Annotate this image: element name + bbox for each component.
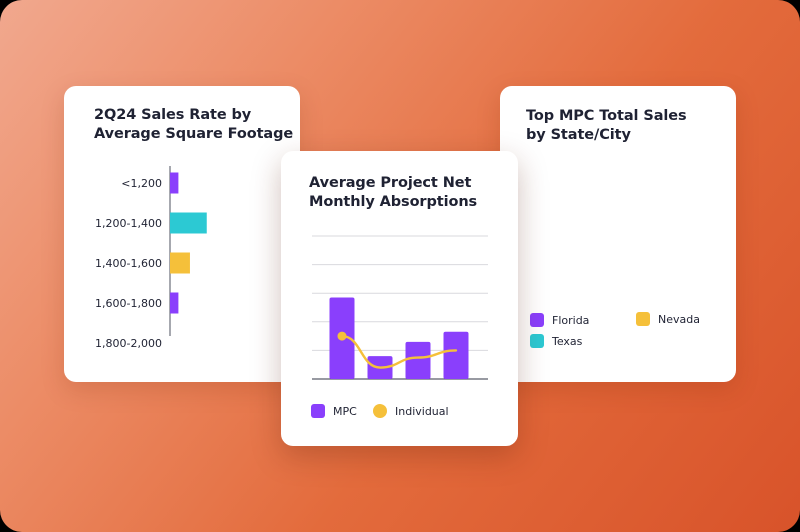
- absorption-title-line1: Average Project Net: [309, 175, 472, 191]
- legend-label-mpc: MPC: [333, 404, 357, 418]
- sales-rate-card: 2Q24 Sales Rate by Average Square Footag…: [64, 86, 300, 382]
- state-sales-card: Top MPC Total Sales by State/City Florid…: [500, 86, 736, 382]
- legend-item-florida: Florida: [530, 313, 589, 327]
- absorption-individual-line: [340, 334, 458, 369]
- sales-rate-title-line2: Average Square Footage: [94, 126, 294, 142]
- legend-swatch-mpc: [311, 404, 325, 418]
- absorption-bar: [443, 331, 469, 379]
- legend-swatch-florida: [530, 313, 544, 327]
- legend-swatch-texas: [530, 334, 544, 348]
- sales-rate-bar: [170, 292, 179, 314]
- legend-label-individual: Individual: [395, 404, 449, 418]
- legend-label-texas: Texas: [552, 334, 583, 348]
- legend-item-nevada: Nevada: [636, 312, 700, 326]
- absorption-chart: [312, 235, 488, 380]
- legend-label-florida: Florida: [552, 313, 590, 327]
- sales-rate-tick-label: 1,400-1,600: [95, 257, 162, 270]
- sales-rate-bar: [170, 252, 190, 274]
- sales-rate-bar: [170, 212, 207, 234]
- state-sales-title: Top MPC Total Sales by State/City: [526, 107, 726, 145]
- sales-rate-tick-label: 1,600-1,800: [95, 297, 162, 310]
- legend-swatch-individual: [373, 404, 387, 418]
- absorption-title-line2: Monthly Absorptions: [309, 194, 478, 210]
- sales-rate-tick-label: <1,200: [121, 177, 162, 190]
- legend-item-individual: Individual: [373, 404, 449, 418]
- absorption-bar: [405, 341, 431, 379]
- sales-rate-bar: [170, 172, 179, 194]
- sales-rate-chart: <1,200 1,200-1,400 1,400-1,600 1,600-1,800 1…: [95, 166, 207, 350]
- absorption-individual-point: [337, 331, 347, 341]
- legend-label-nevada: Nevada: [658, 312, 700, 326]
- absorption-title: Average Project Net Monthly Absorptions: [309, 174, 509, 212]
- legend-item-texas: Texas: [530, 334, 582, 348]
- legend-swatch-nevada: [636, 312, 650, 326]
- state-sales-title-line1: Top MPC Total Sales: [526, 108, 687, 124]
- absorption-card: Average Project Net Monthly Absorptions …: [281, 151, 518, 446]
- sales-rate-tick-label: 1,200-1,400: [95, 217, 162, 230]
- legend-item-mpc: MPC: [311, 404, 357, 418]
- sales-rate-tick-label: 1,800-2,000: [95, 337, 162, 350]
- sales-rate-title: 2Q24 Sales Rate by Average Square Footag…: [94, 106, 294, 144]
- state-sales-title-line2: by State/City: [526, 127, 631, 143]
- sales-rate-title-line1: 2Q24 Sales Rate by: [94, 107, 252, 123]
